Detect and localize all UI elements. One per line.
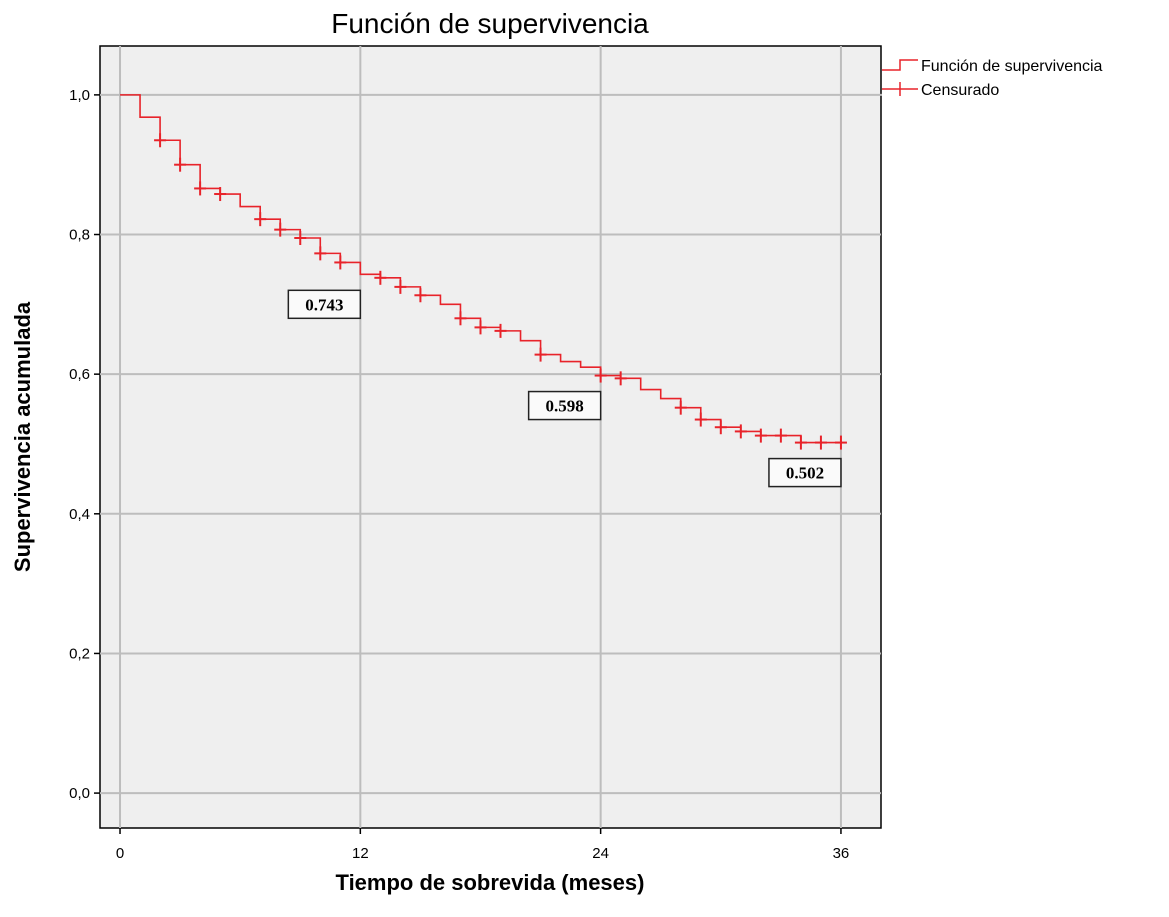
- censor-marker: [754, 428, 767, 443]
- censor-marker: [314, 246, 327, 261]
- y-tick-label: 0,2: [69, 645, 90, 662]
- legend-step-swatch: [882, 59, 918, 71]
- legend-label-survival: Función de supervivencia: [921, 58, 1103, 75]
- censor-marker: [454, 311, 467, 326]
- annotation-label: 0.502: [786, 464, 824, 483]
- y-tick-label: 0,8: [69, 227, 90, 244]
- censor-marker: [174, 157, 187, 172]
- annotation-box: 0.502: [768, 457, 842, 488]
- censor-marker: [794, 435, 807, 450]
- annotation-frame: [527, 390, 602, 421]
- censor-marker: [774, 428, 787, 443]
- censor-marker: [494, 323, 507, 338]
- censor-marker: [594, 368, 607, 383]
- censor-marker: [814, 435, 827, 450]
- censored-markers: [154, 133, 847, 450]
- censor-marker: [474, 320, 487, 335]
- chart-title: Función de supervivencia: [331, 8, 649, 39]
- y-axis-title: Supervivencia acumulada: [10, 301, 35, 572]
- censor-marker: [694, 412, 707, 427]
- annotation-frame: [287, 289, 362, 320]
- x-tick-label: 24: [592, 845, 609, 862]
- censor-marker: [614, 371, 627, 386]
- censor-marker: [254, 212, 267, 227]
- grid-lines: [100, 46, 882, 828]
- censor-marker: [154, 133, 167, 148]
- censor-marker: [274, 222, 287, 237]
- value-annotations: 0.743 0.598 0.502: [287, 289, 842, 488]
- censor-marker: [394, 279, 407, 294]
- censor-marker: [734, 424, 747, 439]
- legend: Función de supervivencia Censurado: [882, 58, 1103, 99]
- censor-marker: [834, 435, 847, 450]
- x-tick-label: 36: [833, 845, 850, 862]
- annotation-label: 0.743: [305, 295, 343, 314]
- censor-marker: [194, 181, 207, 196]
- censor-marker: [334, 255, 347, 270]
- censor-marker: [214, 187, 227, 202]
- x-axis-title: Tiempo de sobrevida (meses): [336, 870, 645, 895]
- x-tick-label: 0: [116, 845, 124, 862]
- annotation-label: 0.598: [546, 397, 584, 416]
- censor-marker: [714, 420, 727, 435]
- censor-marker: [534, 347, 547, 362]
- censor-marker: [414, 288, 427, 303]
- y-tick-label: 0,0: [69, 785, 90, 802]
- x-tick-label: 12: [352, 845, 369, 862]
- censor-marker: [294, 231, 307, 246]
- annotation-box: 0.598: [527, 390, 602, 421]
- censor-marker: [374, 270, 387, 285]
- axis-ticks: 0 12 24 36 0,0 0,2 0,4 0,6 0,8 1,0: [69, 87, 849, 862]
- y-tick-label: 0,4: [69, 506, 90, 523]
- plot-area: [99, 45, 882, 829]
- annotation-frame: [768, 457, 842, 488]
- legend-label-censored: Censurado: [921, 82, 999, 99]
- censor-marker: [674, 400, 687, 415]
- y-tick-label: 0,6: [69, 366, 90, 383]
- annotation-box: 0.743: [287, 289, 362, 320]
- y-tick-label: 1,0: [69, 87, 90, 104]
